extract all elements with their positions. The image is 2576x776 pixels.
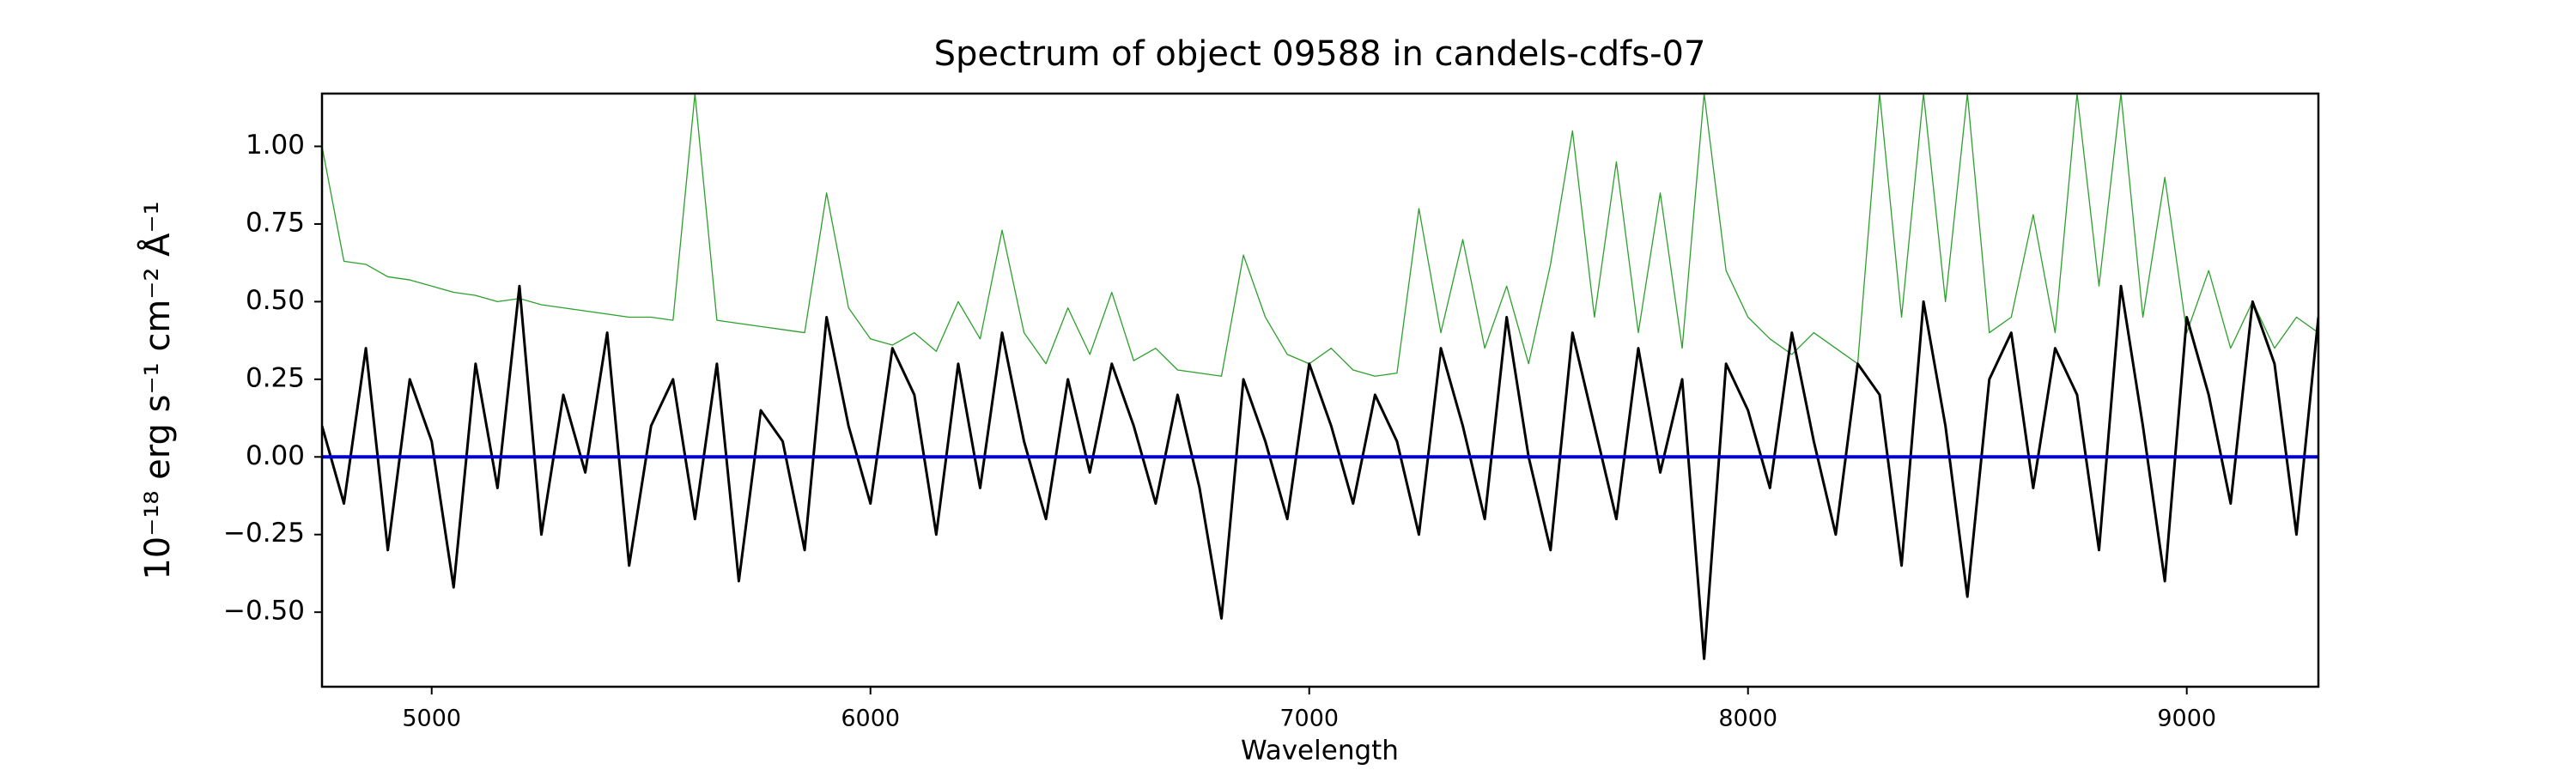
y-tick-label: 1.00 — [246, 130, 305, 161]
chart-title: Spectrum of object 09588 in candels-cdfs… — [934, 34, 1706, 74]
x-axis-label: Wavelength — [1241, 736, 1399, 767]
x-tick-label: 6000 — [841, 706, 900, 732]
axes-frame — [320, 92, 2320, 688]
plot-area — [322, 94, 2318, 660]
spectrum-line — [322, 284, 2318, 660]
y-tick-label: 0.50 — [246, 285, 305, 316]
x-tick-label: 5000 — [402, 706, 461, 732]
y-tick-label: 0.75 — [246, 207, 305, 238]
y-axis-label: 10⁻¹⁸ erg s⁻¹ cm⁻² Å⁻¹ — [137, 201, 178, 579]
spectrum-line — [322, 94, 2318, 377]
y-tick-label: 0.25 — [246, 362, 305, 393]
x-tick-label: 9000 — [2157, 706, 2216, 732]
y-tick-label: −0.50 — [223, 596, 305, 627]
y-tick-label: 0.00 — [246, 440, 305, 471]
x-tick-label: 8000 — [1718, 706, 1777, 732]
y-tick-label: −0.25 — [223, 518, 305, 549]
x-tick-label: 7000 — [1279, 706, 1339, 732]
